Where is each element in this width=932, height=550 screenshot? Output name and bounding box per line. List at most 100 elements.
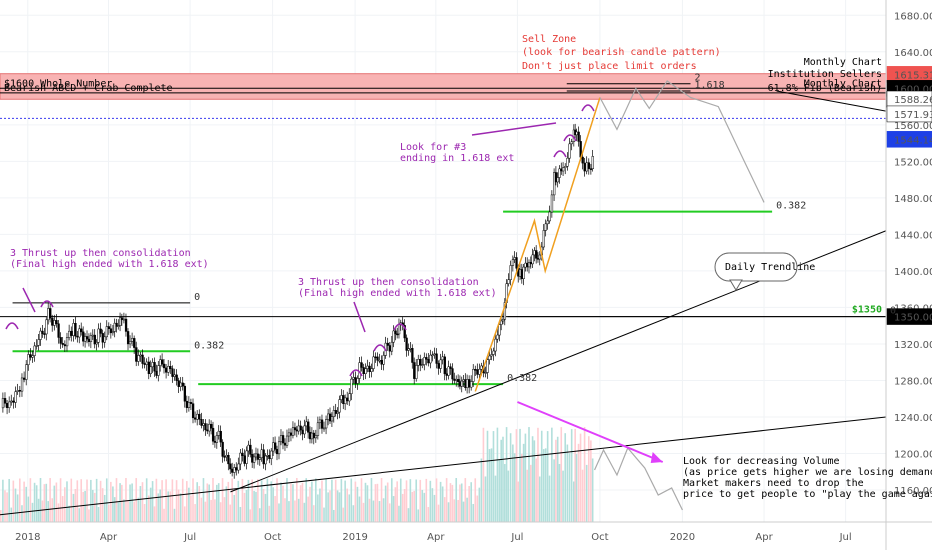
volume-bar (455, 478, 458, 522)
candle-body (488, 355, 491, 360)
candle-body (215, 435, 219, 443)
candle-body (316, 422, 320, 436)
volume-bar (235, 488, 238, 522)
volume-bar (540, 430, 543, 522)
candle-body (249, 444, 252, 455)
candle-body (272, 442, 275, 452)
candle-body (350, 378, 353, 394)
volume-bar (188, 487, 190, 522)
volume-bar (225, 486, 228, 522)
volume-bar (301, 482, 304, 522)
candle-body (115, 322, 118, 327)
candle-body (441, 356, 444, 361)
candle-body (431, 354, 434, 357)
y-tick-label: 1400.00 (894, 267, 932, 278)
volume-bar (358, 496, 361, 522)
candle-body (200, 419, 203, 426)
volume-bar (378, 501, 381, 522)
candle-body (529, 262, 533, 265)
candle-body (260, 449, 263, 458)
candle-body (258, 457, 262, 460)
candle-body (458, 381, 462, 387)
volume-bar (258, 508, 261, 522)
volume-bar (553, 459, 555, 522)
volume-bar (486, 430, 489, 522)
candle-body (41, 330, 44, 334)
candle-body (405, 337, 408, 351)
candle-body (225, 454, 228, 458)
candle-body (378, 359, 381, 362)
candle-body (390, 341, 394, 352)
candle-body (376, 356, 379, 361)
candle-body (314, 435, 318, 439)
candle-body (221, 441, 224, 457)
volume-bar (492, 431, 495, 522)
thrust-arc (40, 300, 54, 308)
candle-body (202, 423, 205, 426)
candle-body (447, 366, 450, 376)
candle-body (29, 354, 32, 358)
candle-body (513, 257, 516, 260)
fib-level-label: 2 (695, 73, 701, 84)
candle-body (61, 343, 64, 345)
volume-bar (284, 498, 286, 522)
volume-bar (147, 495, 150, 522)
volume-bar (388, 503, 391, 522)
abcd-pattern (474, 97, 601, 392)
candle-body (149, 366, 152, 374)
candle-body (382, 355, 385, 365)
candle-body (556, 177, 559, 183)
volume-bar (19, 478, 21, 522)
volume-bar (278, 503, 280, 522)
y-tick-label: 1240.00 (894, 413, 932, 424)
volume-bar (376, 483, 379, 522)
candle-body (546, 220, 549, 225)
candle-body (577, 131, 580, 142)
candle-body (518, 269, 522, 277)
candle-body (113, 322, 116, 332)
x-tick-label: Apr (100, 532, 118, 543)
candle-body (566, 157, 569, 167)
candle-body (527, 262, 531, 268)
volume-bar (243, 492, 246, 522)
volume-bar (374, 484, 377, 522)
candle-body (360, 362, 363, 368)
candle-body (97, 328, 100, 343)
volume-bar (257, 479, 259, 522)
x-tick-label: Apr (755, 532, 773, 543)
volume-bar (575, 454, 578, 522)
volume-bar (555, 439, 557, 522)
candle-body (328, 413, 332, 422)
volume-bar (327, 492, 329, 522)
volume-bar (88, 509, 90, 522)
volume-bar (336, 490, 339, 522)
volume-bar (35, 485, 38, 522)
annotation-text: ending in 1.618 ext (400, 153, 514, 164)
candle-body (87, 338, 91, 343)
volume-bar (47, 501, 50, 522)
candle-body (122, 318, 126, 321)
volume-bar (417, 509, 420, 522)
candle-body (145, 361, 148, 365)
volume-bar (113, 497, 116, 522)
candle-body (191, 403, 195, 419)
annotation-text: price to get people to "play the game ag… (683, 489, 932, 500)
candle-body (18, 390, 22, 392)
volume-bar (468, 486, 470, 522)
volume-bar (286, 478, 288, 522)
volume-bar (457, 499, 459, 522)
volume-bar (415, 479, 418, 522)
volume-bar (305, 478, 308, 522)
candle-body (165, 367, 168, 373)
volume-bar (93, 492, 96, 522)
volume-bar (296, 478, 298, 522)
candle-body (189, 402, 193, 404)
candle-body (322, 427, 326, 430)
volume-bar (107, 504, 110, 522)
candle-body (303, 425, 306, 435)
volume-bar (190, 495, 192, 522)
candle-body (457, 379, 460, 382)
volume-bar (356, 486, 359, 522)
candle-body (509, 265, 512, 280)
